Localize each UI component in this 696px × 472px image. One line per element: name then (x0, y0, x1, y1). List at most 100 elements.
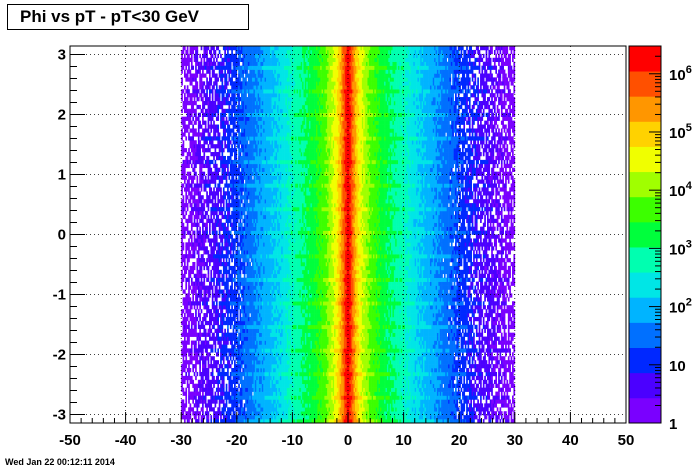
heatmap-cell (231, 69, 233, 74)
heatmap-cell (203, 399, 206, 404)
heatmap-cell (239, 120, 242, 125)
heatmap-cell (259, 191, 261, 196)
heatmap-cell (181, 61, 183, 66)
heatmap-cell (197, 419, 200, 423)
heatmap-cell (245, 316, 247, 322)
heatmap-cell (232, 183, 235, 188)
heatmap-cell (182, 328, 185, 333)
heatmap-cell (207, 305, 210, 310)
heatmap-cell (221, 301, 224, 306)
heatmap-cell (243, 364, 246, 369)
heatmap-cell (224, 171, 226, 176)
heatmap-cell (210, 371, 213, 377)
heatmap-cell (224, 269, 226, 275)
heatmap-cell (193, 383, 196, 388)
heatmap-cell (221, 395, 224, 400)
heatmap-cell (203, 183, 206, 188)
heatmap-cell (246, 301, 249, 306)
heatmap-cell (188, 301, 190, 306)
heatmap-cell (188, 273, 190, 278)
heatmap-cell (218, 85, 221, 90)
heatmap-cell (242, 246, 245, 251)
heatmap-cell (224, 175, 226, 180)
heatmap-cell (247, 183, 250, 188)
heatmap-cell (204, 108, 207, 114)
heatmap-cell (181, 368, 183, 373)
heatmap-cell (242, 395, 245, 400)
heatmap-cell (229, 293, 232, 298)
heatmap-cell (189, 360, 192, 365)
heatmap-cell (218, 407, 221, 412)
heatmap-cell (211, 285, 214, 290)
heatmap-cell (222, 293, 225, 298)
heatmap-cell (252, 77, 254, 82)
heatmap-cell (253, 183, 256, 188)
heatmap-cell (217, 100, 220, 106)
heatmap-cell (249, 234, 251, 239)
heatmap-cell (238, 348, 240, 353)
heatmap-cell (238, 399, 240, 404)
heatmap-cell (256, 340, 258, 345)
heatmap-cell (254, 61, 257, 66)
heatmap-cell (218, 132, 221, 137)
heatmap-cell (231, 128, 233, 133)
heatmap-cell (242, 140, 245, 145)
heatmap-cell (245, 391, 247, 396)
heatmap-cell (235, 171, 238, 176)
heatmap-cell (207, 254, 210, 259)
heatmap-cell (228, 155, 231, 161)
heatmap-cell (213, 336, 215, 341)
heatmap-cell (195, 348, 197, 353)
heatmap-cells (181, 46, 516, 423)
heatmap-cell (264, 316, 267, 322)
heatmap-cell (253, 69, 256, 74)
heatmap-cell (264, 332, 267, 337)
heatmap-cell (209, 313, 211, 318)
heatmap-cell (236, 124, 239, 129)
heatmap-cell (182, 199, 185, 204)
heatmap-cell (245, 124, 247, 129)
heatmap-cell (249, 340, 251, 345)
heatmap-cell (260, 277, 263, 282)
heatmap-cell (211, 246, 214, 251)
heatmap-cell (215, 375, 218, 381)
heatmap-cell (254, 356, 257, 361)
heatmap-cell (261, 371, 264, 377)
heatmap-cell (182, 234, 185, 239)
heatmap-cell (261, 344, 264, 349)
heatmap-cell (234, 199, 236, 204)
heatmap-cell (193, 391, 196, 396)
heatmap-cell (196, 46, 199, 51)
heatmap-cell (228, 265, 231, 271)
heatmap-cell (235, 46, 238, 51)
heatmap-cell (232, 242, 235, 247)
heatmap-cell (206, 108, 208, 114)
heatmap-cell (235, 163, 238, 169)
heatmap-cell (239, 77, 242, 82)
heatmap-cell (232, 104, 235, 110)
heatmap-cell (204, 61, 207, 66)
heatmap-cell (202, 179, 204, 184)
heatmap-cell (202, 207, 204, 212)
heatmap-cell (231, 277, 233, 282)
heatmap-cell (261, 57, 264, 63)
heatmap-cell (259, 57, 261, 63)
heatmap-cell (238, 364, 240, 369)
heatmap-cell (204, 305, 207, 310)
heatmap-cell (254, 309, 257, 314)
heatmap-cell (243, 97, 246, 102)
heatmap-cell (218, 261, 221, 267)
heatmap-cell (204, 316, 207, 322)
heatmap-cell (247, 230, 250, 235)
heatmap-cell (189, 316, 192, 322)
heatmap-cell (210, 210, 213, 216)
heatmap-cell (193, 100, 196, 106)
heatmap-cell (214, 167, 217, 172)
heatmap-cell (252, 97, 254, 102)
heatmap-cell (229, 171, 232, 176)
heatmap-cell (252, 309, 254, 314)
heatmap-cell (259, 159, 261, 165)
heatmap-cell (259, 415, 261, 420)
heatmap-cell (217, 320, 220, 326)
heatmap-cell (199, 281, 201, 286)
